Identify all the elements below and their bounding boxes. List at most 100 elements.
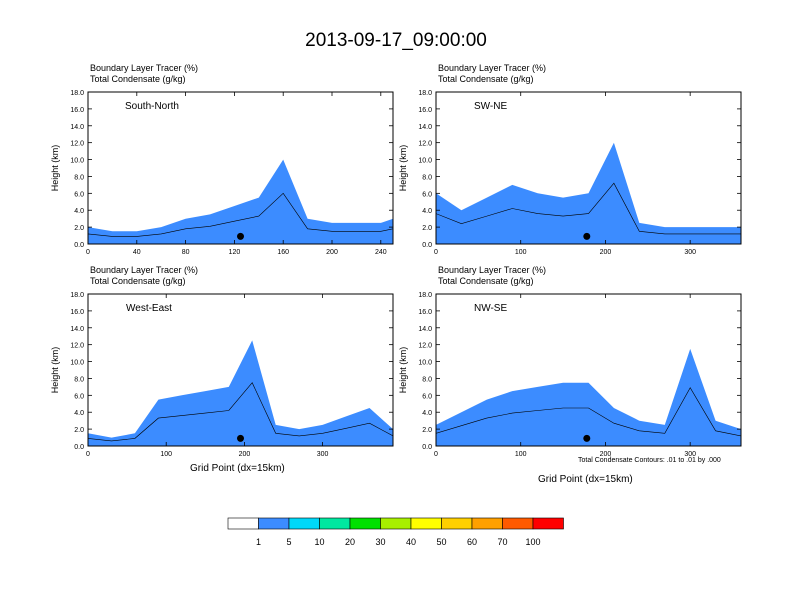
x-tick-label: 0 [434, 249, 438, 256]
panel4-tracer-label: Boundary Layer Tracer (%) [438, 265, 547, 275]
y-tick-label: 16.0 [70, 107, 84, 114]
plot-frame [435, 293, 742, 447]
plot-frame [87, 91, 394, 245]
x-tick-label: 200 [239, 451, 251, 458]
y-tick-label: 6.0 [74, 191, 84, 198]
tracer-band [88, 159, 393, 244]
y-tick-label: 0.0 [74, 444, 84, 451]
panel4-condensate-label: Total Condensate (g/kg) [438, 276, 534, 286]
x-tick-label: 100 [160, 451, 172, 458]
panel-name: West-East [126, 303, 172, 314]
y-tick-label: 4.0 [422, 208, 432, 215]
y-tick-label: 10.0 [70, 360, 84, 367]
colorbar-label: 50 [436, 537, 446, 547]
y-tick-label: 2.0 [74, 225, 84, 232]
x-tick-label: 240 [375, 249, 387, 256]
condensate-contour [436, 182, 741, 235]
y-tick-label: 4.0 [74, 208, 84, 215]
x-tick-label: 120 [229, 249, 241, 256]
panel3-condensate-label: Total Condensate (g/kg) [90, 276, 186, 286]
condensate-contour [88, 192, 393, 237]
y-tick-label: 10.0 [70, 158, 84, 165]
colorbar-label: 100 [525, 537, 540, 547]
panel2-condensate-label: Total Condensate (g/kg) [438, 74, 534, 84]
panel-name: NW-SE [474, 303, 507, 314]
y-tick-label: 8.0 [422, 174, 432, 181]
y-tick-label: 6.0 [74, 393, 84, 400]
x-tick-label: 0 [86, 451, 90, 458]
y-tick-label: 8.0 [74, 376, 84, 383]
colorbar-swatch [532, 517, 564, 530]
location-marker [583, 232, 591, 240]
y-tick-label: 12.0 [418, 141, 432, 148]
y-tick-label: 6.0 [422, 393, 432, 400]
y-tick-label: 12.0 [70, 343, 84, 350]
y-tick-label: 16.0 [418, 107, 432, 114]
panel-name: SW-NE [474, 101, 507, 112]
y-axis-label: Height (km) [398, 347, 408, 394]
y-tick-label: 12.0 [70, 141, 84, 148]
plot-frame [87, 293, 394, 447]
x-tick-label: 200 [600, 249, 612, 256]
x-tick-label: 300 [317, 451, 329, 458]
tracer-field [436, 92, 741, 244]
colorbar-swatch [410, 517, 442, 530]
x-axis-label-left: Grid Point (dx=15km) [190, 463, 285, 474]
x-tick-label: 200 [600, 451, 612, 458]
contour-footnote: Total Condensate Contours: .01 to .01 by… [578, 457, 721, 464]
condensate-contour [88, 382, 393, 442]
panel-south-north: South-North 0.0 2.0 4.0 6.0 8.0 10.0 12.0 14.0 16… [50, 90, 394, 256]
x-tick-label: 300 [684, 451, 696, 458]
location-marker [583, 434, 591, 442]
location-marker [237, 232, 244, 240]
x-tick-label: 100 [515, 451, 527, 458]
y-tick-label: 14.0 [418, 326, 432, 333]
y-tick-label: 14.0 [70, 326, 84, 333]
colorbar-swatch [319, 517, 351, 530]
panel-sw-ne: SW-NE 0.0 2.0 4.0 6.0 8.0 10.0 12.0 14.0 16.0 18.0… [398, 90, 742, 256]
colorbar-swatch [227, 517, 259, 530]
y-tick-label: 8.0 [74, 174, 84, 181]
y-tick-label: 2.0 [422, 225, 432, 232]
colorbar-label: 5 [286, 537, 291, 547]
colorbar-swatch [471, 517, 503, 530]
y-tick-label: 12.0 [418, 343, 432, 350]
panel-nw-se: NW-SE 0.0 2.0 4.0 6.0 8.0 10.0 12.0 14.0 16.0 18.0… [398, 292, 742, 458]
x-tick-label: 0 [86, 249, 90, 256]
panel3-tracer-label: Boundary Layer Tracer (%) [90, 265, 199, 275]
x-axis-label-right: Grid Point (dx=15km) [538, 474, 633, 485]
colorbar-swatch [502, 517, 534, 530]
y-axis-label: Height (km) [50, 145, 60, 192]
x-tick-label: 300 [684, 249, 696, 256]
tracer-band [436, 142, 741, 244]
colorbar-label: 20 [345, 537, 355, 547]
x-tick-label: 40 [133, 249, 141, 256]
location-marker [237, 434, 244, 442]
panel-west-east: West-East 0.0 2.0 4.0 6.0 8.0 10.0 12.0 14.0 16.0… [50, 292, 394, 458]
y-tick-label: 4.0 [74, 410, 84, 417]
panel2-tracer-label: Boundary Layer Tracer (%) [438, 63, 547, 73]
tracer-field [436, 294, 741, 446]
y-tick-label: 0.0 [422, 242, 432, 249]
y-tick-label: 6.0 [422, 191, 432, 198]
x-tick-label: 0 [434, 451, 438, 458]
colorbar-label: 1 [256, 537, 261, 547]
y-tick-label: 0.0 [74, 242, 84, 249]
colorbar-label: 60 [467, 537, 477, 547]
x-tick-label: 160 [277, 249, 289, 256]
tracer-field [88, 92, 393, 244]
y-tick-label: 18.0 [70, 90, 84, 97]
x-tick-label: 200 [326, 249, 338, 256]
panel1-condensate-label: Total Condensate (g/kg) [90, 74, 186, 84]
colorbar-label: 30 [375, 537, 385, 547]
y-tick-label: 4.0 [422, 410, 432, 417]
colorbar-swatch [380, 517, 412, 530]
y-tick-label: 2.0 [422, 427, 432, 434]
y-axis-label: Height (km) [398, 145, 408, 192]
condensate-contour [436, 387, 741, 437]
colorbar-swatch [258, 517, 290, 530]
colorbar: 1 5 10 20 30 40 50 60 70 100 [227, 517, 564, 547]
x-tick-label: 80 [182, 249, 190, 256]
y-tick-label: 18.0 [418, 292, 432, 299]
colorbar-swatch [288, 517, 320, 530]
